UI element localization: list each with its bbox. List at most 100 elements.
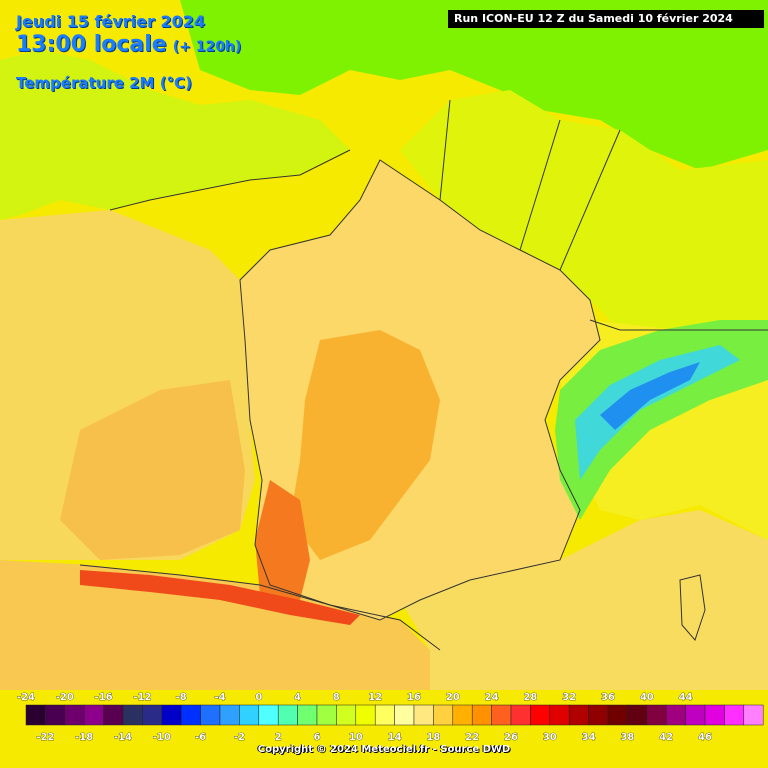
legend-tick-top: 44 <box>679 692 693 703</box>
legend-swatch <box>355 704 376 726</box>
legend-tick-bottom: 18 <box>426 732 440 743</box>
legend-swatch <box>452 704 473 726</box>
pyrenees-hot-band <box>80 570 360 625</box>
north-cool-zone <box>180 0 768 170</box>
mediterranean-sea <box>400 510 768 690</box>
legend-swatch <box>413 704 434 726</box>
legend-swatch <box>685 704 706 726</box>
legend-swatch <box>161 704 182 726</box>
legend-tick-top: -24 <box>17 692 35 703</box>
temperature-legend: -24 -20 -16 -12 -8 -4 0 4 8 12 16 20 24 28 32 36 40 44 -2… <box>17 692 764 743</box>
border-italy <box>589 319 768 331</box>
legend-tick-top: -4 <box>214 692 225 703</box>
legend-swatch <box>646 704 667 726</box>
legend-tick-top: 12 <box>368 692 382 703</box>
forecast-time-row: 13:00 locale (+ 120h) <box>16 32 241 57</box>
legend-swatch <box>530 704 551 726</box>
legend-tick-bottom: 38 <box>620 732 634 743</box>
legend-swatch <box>64 704 85 726</box>
legend-tick-bottom: 10 <box>349 732 363 743</box>
legend-tick-bottom: -18 <box>75 732 93 743</box>
forecast-lead: (+ 120h) <box>172 39 242 55</box>
legend-tick-top: 32 <box>562 692 576 703</box>
legend-tick-bottom: -10 <box>153 732 171 743</box>
legend-swatch <box>549 704 570 726</box>
legend-swatch <box>491 704 512 726</box>
copyright: Copyright © 2024 Meteociel.fr - Source D… <box>257 744 511 755</box>
legend-swatch <box>180 704 201 726</box>
legend-tick-top: -20 <box>56 692 74 703</box>
legend-swatch <box>394 704 415 726</box>
legend-swatch <box>433 704 454 726</box>
legend-tick-top: 40 <box>640 692 654 703</box>
legend-tick-top: 28 <box>523 692 537 703</box>
legend-swatch <box>665 704 686 726</box>
legend-swatch <box>239 704 260 726</box>
legend-tick-top: 24 <box>485 692 499 703</box>
legend-swatch <box>122 704 143 726</box>
legend-tick-top: 0 <box>255 692 262 703</box>
southwest-hot-zone <box>255 480 310 600</box>
legend-tick-bottom: 6 <box>314 732 321 743</box>
legend-swatch <box>219 704 240 726</box>
legend-swatch <box>83 704 104 726</box>
forecast-date: Jeudi 15 février 2024 <box>16 12 205 31</box>
legend-tick-bottom: 30 <box>543 732 557 743</box>
legend-swatch <box>374 704 395 726</box>
legend-swatch <box>588 704 609 726</box>
legend-swatch <box>103 704 124 726</box>
legend-swatch <box>277 704 298 726</box>
corsica <box>679 574 706 641</box>
legend-swatch <box>568 704 589 726</box>
legend-swatch <box>45 704 66 726</box>
legend-tick-bottom: 42 <box>659 732 673 743</box>
legend-swatch <box>607 704 628 726</box>
legend-swatch <box>297 704 318 726</box>
benelux-germany-land <box>400 90 768 330</box>
legend-tick-bottom: 46 <box>698 732 712 743</box>
legend-swatch <box>316 704 337 726</box>
legend-swatch <box>704 704 725 726</box>
legend-swatch <box>142 704 163 726</box>
legend-tick-bottom: -6 <box>195 732 206 743</box>
legend-tick-bottom: -2 <box>234 732 245 743</box>
border-germany <box>439 99 621 271</box>
legend-tick-top: -12 <box>133 692 151 703</box>
legend-tick-bottom: 14 <box>388 732 402 743</box>
legend-swatch <box>336 704 357 726</box>
legend-swatch <box>25 704 46 726</box>
legend-tick-top: -16 <box>95 692 113 703</box>
legend-tick-bottom: 2 <box>275 732 282 743</box>
border-france <box>239 159 601 621</box>
legend-tick-bottom: 34 <box>582 732 596 743</box>
run-banner: Run ICON-EU 12 Z du Samedi 10 février 20… <box>448 10 764 28</box>
legend-swatch <box>200 704 221 726</box>
forecast-time: 13:00 locale <box>16 32 167 57</box>
legend-tick-bottom: 26 <box>504 732 518 743</box>
parameter-label: Température 2M (°C) <box>16 74 192 92</box>
border-spain <box>79 564 441 651</box>
legend-tick-top: 20 <box>446 692 460 703</box>
legend-tick-top: -8 <box>176 692 187 703</box>
alps-cold-zone <box>575 345 740 480</box>
legend-tick-bottom: -14 <box>114 732 132 743</box>
central-france-warm <box>290 330 440 560</box>
legend-tick-bottom: 22 <box>465 732 479 743</box>
legend-tick-top: 16 <box>407 692 421 703</box>
legend-tick-top: 36 <box>601 692 615 703</box>
legend-swatch <box>627 704 648 726</box>
spain-land <box>0 560 430 690</box>
legend-swatch <box>724 704 745 726</box>
coastline-uk <box>109 149 351 211</box>
uk-land <box>0 50 350 220</box>
legend-tick-top: 8 <box>333 692 340 703</box>
legend-tick-bottom: -22 <box>36 732 54 743</box>
legend-swatch <box>258 704 279 726</box>
legend-swatch <box>471 704 492 726</box>
alps-coldest-zone <box>600 362 700 430</box>
legend-tick-top: 4 <box>294 692 301 703</box>
atlantic-warm-zone <box>60 380 245 560</box>
legend-swatch <box>743 704 764 726</box>
